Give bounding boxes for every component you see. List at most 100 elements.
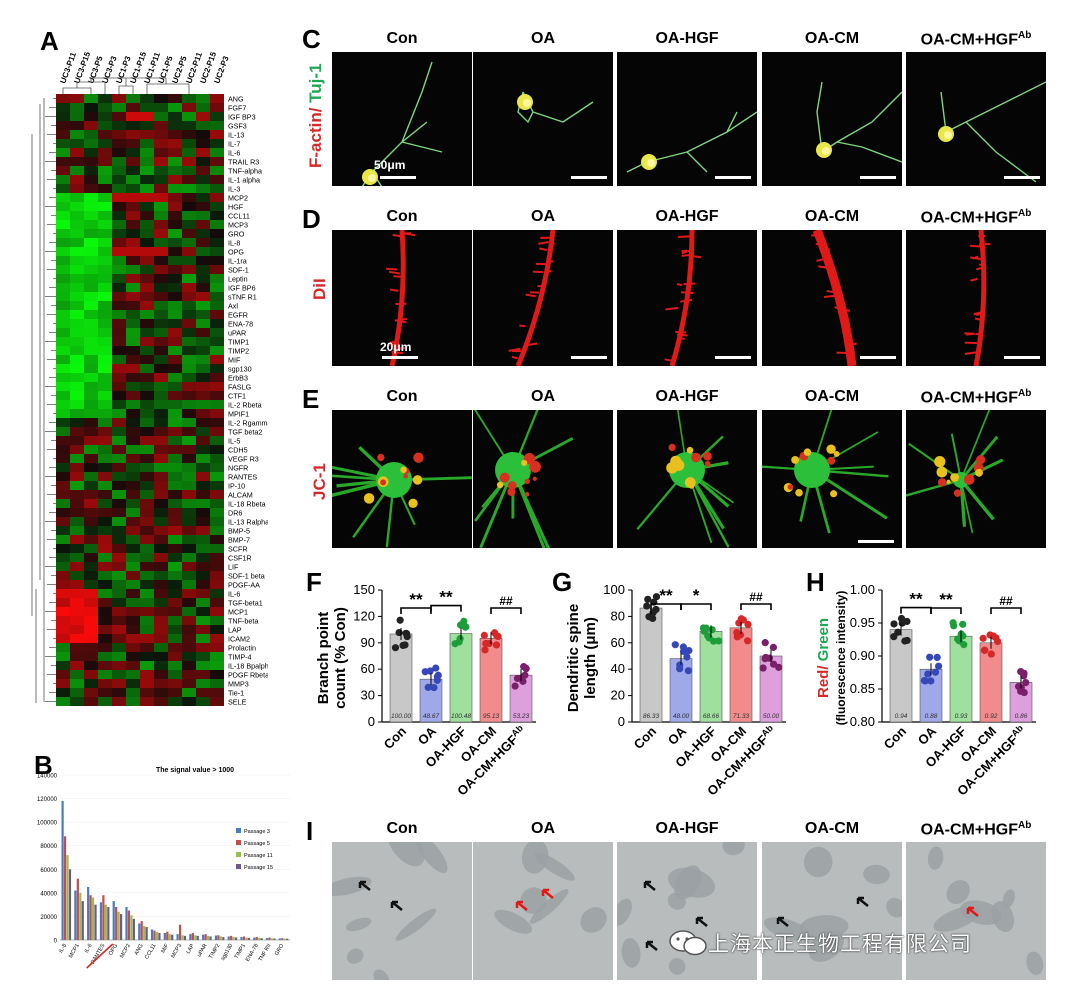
- bar-b-bar: [107, 907, 110, 940]
- heatmap-cell: [140, 175, 154, 184]
- heatmap-cell: [140, 355, 154, 364]
- data-point: [433, 673, 442, 681]
- y-axis-label-part: Branch point: [315, 612, 332, 705]
- heatmap-cell: [140, 103, 154, 112]
- heatmap-cell: [70, 427, 84, 436]
- heatmap-cell: [126, 175, 140, 184]
- heatmap-cell: [140, 166, 154, 175]
- heatmap-cell: [140, 256, 154, 265]
- bar-b-bar: [214, 935, 218, 940]
- heatmap-cell: [210, 580, 224, 589]
- heatmap-cell: [84, 499, 98, 508]
- heatmap-cell: [126, 490, 140, 499]
- heatmap-cell: [126, 229, 140, 238]
- heatmap-cell: [56, 193, 70, 202]
- spine: [815, 242, 825, 247]
- heatmap-row-label: PDGF-AA: [228, 581, 260, 590]
- heatmap-cell: [126, 607, 140, 616]
- bar-b-bar: [206, 935, 210, 940]
- jc1-drawing: [332, 446, 472, 548]
- heatmap-cell: [182, 589, 196, 598]
- panel-label-d: D: [302, 204, 321, 234]
- heatmap-cell: [196, 625, 210, 634]
- heatmap-cell: [140, 454, 154, 463]
- heatmap-cell: [112, 112, 126, 121]
- data-point: [432, 664, 440, 672]
- heatmap-cell: [168, 94, 182, 103]
- heatmap-cell: [196, 202, 210, 211]
- heatmap-cell: [140, 94, 154, 103]
- heatmap-cell: [112, 562, 126, 571]
- bar-b-bar: [230, 935, 233, 940]
- heatmap-cell: [56, 454, 70, 463]
- column-title: Con: [332, 30, 472, 48]
- bar-b-bar: [217, 935, 220, 940]
- heatmap-cell: [168, 157, 182, 166]
- heatmap-cell: [154, 643, 168, 652]
- heatmap-cell: [56, 94, 70, 103]
- column-title: Con: [332, 208, 472, 226]
- heatmap-cell: [126, 625, 140, 634]
- data-point: [519, 677, 527, 685]
- heatmap-cell: [70, 697, 84, 706]
- heatmap-cell: [70, 202, 84, 211]
- heatmap-cell: [210, 301, 224, 310]
- heatmap-cell: [182, 247, 196, 256]
- heatmap-cell: [182, 526, 196, 535]
- heatmap-cell: [98, 544, 112, 553]
- y-axis-label: count (% Con): [332, 607, 349, 709]
- heatmap-cell: [196, 355, 210, 364]
- heatmap-cell: [196, 292, 210, 301]
- heatmap-cell: [84, 301, 98, 310]
- xtick-label-text: Con: [381, 723, 410, 752]
- heatmap-cell: [140, 265, 154, 274]
- spine: [538, 241, 549, 245]
- heatmap-cell: [56, 418, 70, 427]
- scale-bar: [380, 176, 416, 179]
- panel-label-h: H: [806, 567, 825, 597]
- heatmap-cell: [168, 373, 182, 382]
- heatmap-cell: [140, 409, 154, 418]
- heatmap-cell: [182, 148, 196, 157]
- dii-image: 20μm: [332, 230, 472, 366]
- y-axis-label: length (μm): [582, 617, 599, 699]
- heatmap-cell: [126, 454, 140, 463]
- scale-bar: [571, 356, 607, 359]
- watermark-text: 上海本正生物工程有限公司: [708, 932, 972, 956]
- heatmap-cell: [98, 643, 112, 652]
- neurite: [626, 111, 757, 173]
- tem-drawing: [927, 846, 1044, 975]
- mito-spot: [380, 479, 387, 486]
- heatmap-cell: [182, 409, 196, 418]
- panel-label-a: A: [40, 26, 59, 56]
- heatmap-cell: [182, 256, 196, 265]
- heatmap-cell: [84, 121, 98, 130]
- spine: [389, 340, 396, 344]
- heatmap-cell: [126, 409, 140, 418]
- heatmap-cell: [182, 472, 196, 481]
- heatmap-cell: [98, 193, 112, 202]
- heatmap-cell: [182, 643, 196, 652]
- column-title-text: OA-HGF: [655, 208, 719, 225]
- data-point: [981, 646, 989, 654]
- heatmap-cell: [126, 184, 140, 193]
- f-actin-drawing: [938, 81, 1046, 183]
- heatmap-cell: [112, 454, 126, 463]
- heatmap-cell: [140, 130, 154, 139]
- heatmap-cell: [140, 562, 154, 571]
- heatmap-cell: [154, 220, 168, 229]
- mito-spot: [953, 489, 962, 497]
- heatmap-cell: [140, 463, 154, 472]
- heatmap-cell: [126, 103, 140, 112]
- heatmap-cell: [168, 670, 182, 679]
- heatmap-cell: [70, 256, 84, 265]
- column-title-text: OA-HGF: [655, 820, 719, 837]
- heatmap-cell: [154, 310, 168, 319]
- heatmap-cell: [154, 364, 168, 373]
- data-point: [927, 677, 935, 685]
- jc1-drawing: [762, 410, 889, 534]
- heatmap-cell: [168, 454, 182, 463]
- scale-bar: [382, 356, 418, 359]
- heatmap-cell: [154, 607, 168, 616]
- scale-bar: [715, 176, 751, 179]
